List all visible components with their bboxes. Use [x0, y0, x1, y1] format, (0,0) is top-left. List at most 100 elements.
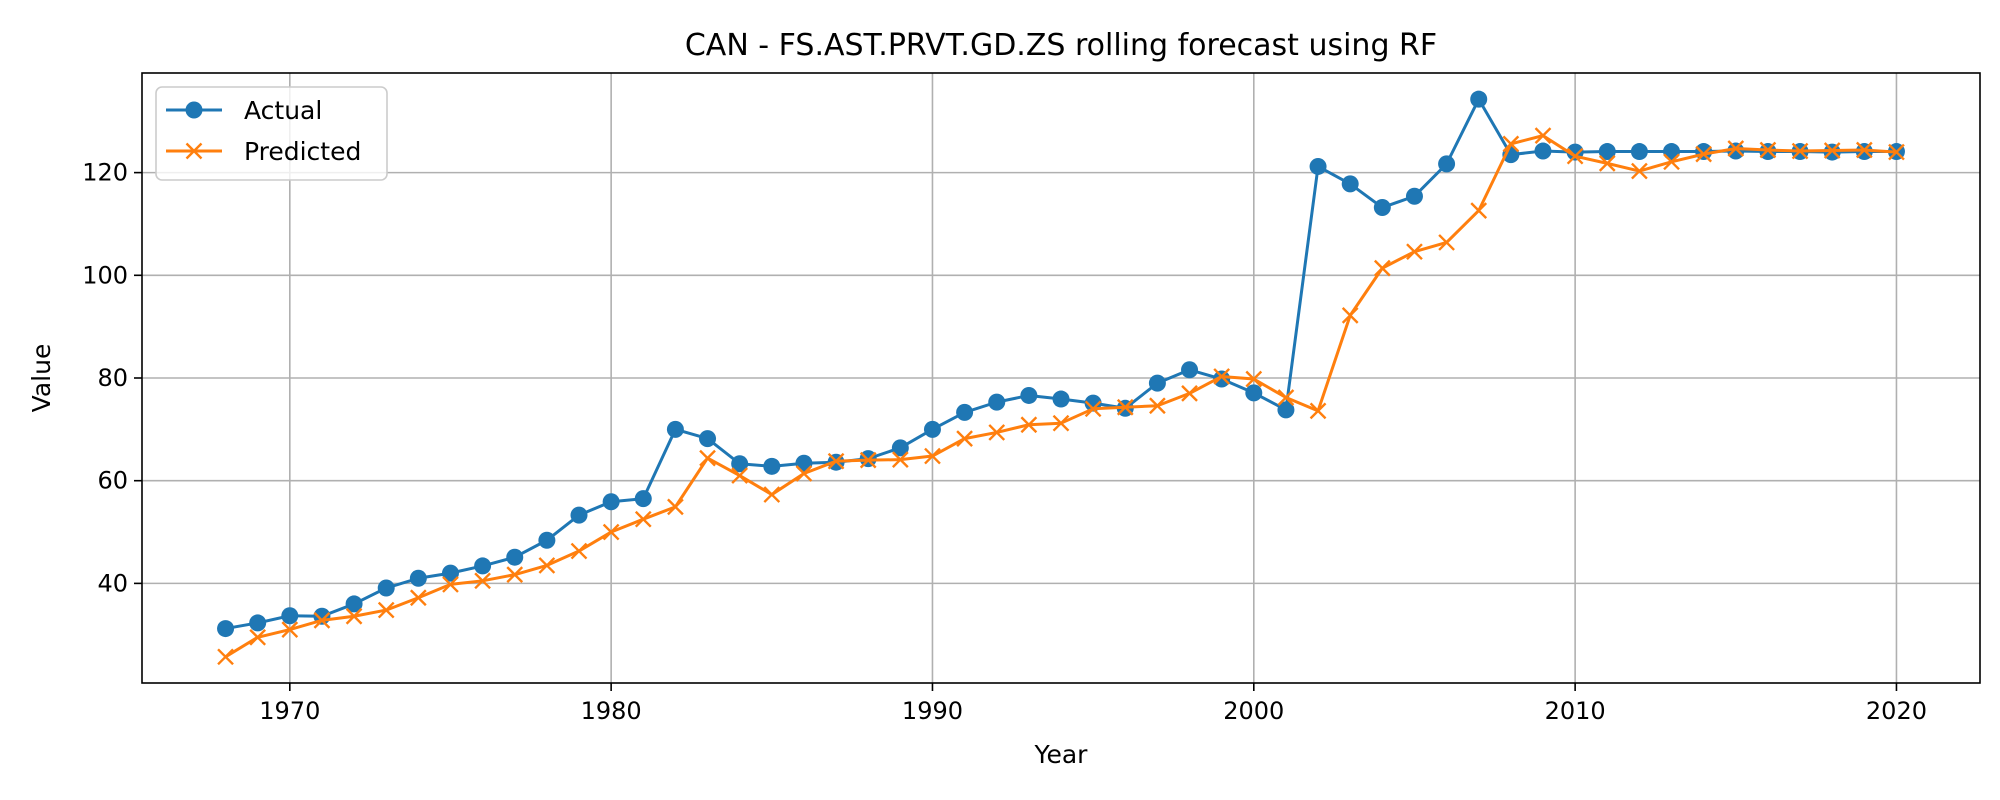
- series-actual-point: [1277, 401, 1295, 419]
- series-actual-point: [409, 569, 427, 587]
- series-predicted-point: [1373, 259, 1391, 277]
- series-actual-point: [1309, 157, 1327, 175]
- series-predicted-point: [345, 607, 363, 625]
- series-actual-point: [1148, 374, 1166, 392]
- y-axis-ticks: 40 60 80 100 120: [82, 159, 142, 597]
- series-actual-point: [666, 420, 684, 438]
- series-actual-point: [474, 557, 492, 575]
- legend-actual-label: Actual: [244, 96, 322, 125]
- series-predicted-point: [1020, 416, 1038, 434]
- series-predicted-point: [442, 576, 459, 593]
- legend: Actual Predicted: [155, 86, 388, 181]
- series-actual-point: [1438, 155, 1456, 173]
- series-actual-point: [1598, 143, 1616, 161]
- series-predicted-point: [1309, 402, 1327, 420]
- series-predicted-point: [217, 648, 234, 666]
- series-predicted-point: [1566, 147, 1584, 165]
- series-predicted-point: [313, 612, 331, 629]
- series-predicted-point: [538, 557, 556, 574]
- series-actual-point: [570, 506, 588, 524]
- legend-predicted-point: [185, 142, 203, 160]
- series-actual-point: [1695, 143, 1713, 161]
- series-actual-point: [763, 457, 781, 475]
- x-tick-label: 1990: [902, 697, 963, 725]
- series-predicted-point: [1052, 414, 1070, 432]
- series-predicted-point: [1888, 143, 1905, 161]
- series-actual-point: [1052, 390, 1070, 408]
- series-predicted-point: [506, 566, 524, 584]
- series-predicted-point: [859, 451, 877, 469]
- series-predicted-point: [1727, 140, 1745, 157]
- series-actual-point: [795, 454, 813, 472]
- series-actual-point: [988, 393, 1006, 411]
- series-predicted-point: [924, 447, 941, 465]
- series-predicted-point: [988, 424, 1006, 441]
- series-actual-point: [956, 403, 974, 421]
- series-predicted-point: [1663, 153, 1680, 171]
- series-predicted: [217, 127, 1905, 666]
- series-actual-point: [377, 579, 395, 597]
- series-actual-point: [1341, 175, 1359, 193]
- y-tick-label: 80: [97, 364, 128, 392]
- series-actual-point: [217, 620, 235, 638]
- y-tick-label: 100: [82, 261, 128, 289]
- legend-predicted-label: Predicted: [244, 137, 361, 166]
- series-actual-point: [1534, 142, 1552, 160]
- series-actual-point: [281, 607, 299, 625]
- series-predicted-point: [1470, 202, 1488, 219]
- series-layer: [217, 90, 1905, 666]
- series-actual-point: [1213, 370, 1231, 388]
- series-actual-point: [1245, 384, 1263, 402]
- series-predicted-point: [891, 451, 909, 468]
- legend-actual-point: [185, 101, 203, 119]
- series-actual-point: [1181, 361, 1199, 379]
- x-tick-label: 2010: [1545, 697, 1606, 725]
- y-tick-label: 120: [82, 159, 128, 187]
- series-actual-point: [538, 531, 556, 549]
- series-predicted-point: [1823, 142, 1841, 159]
- series-predicted-point: [1245, 370, 1263, 388]
- series-predicted-point: [1631, 162, 1648, 180]
- series-actual-point: [602, 493, 620, 511]
- series-actual-point: [634, 490, 652, 508]
- legend-predicted-entry: Predicted: [166, 137, 361, 166]
- series-actual-point: [731, 455, 749, 473]
- y-tick-label: 40: [97, 569, 128, 597]
- series-predicted-point: [249, 628, 267, 646]
- series-actual-point: [891, 439, 909, 457]
- series-predicted-point: [1598, 155, 1616, 172]
- series-actual-point: [249, 614, 267, 632]
- series-predicted-point: [1213, 368, 1231, 385]
- series-actual-point: [506, 548, 524, 566]
- series-predicted-point: [667, 498, 684, 516]
- x-axis-ticks: 1970 1980 1990 2000 2010 2020: [259, 683, 1927, 725]
- series-actual-point: [441, 564, 459, 582]
- series-predicted-point: [1791, 142, 1809, 160]
- series-predicted-point: [634, 510, 652, 528]
- series-actual-point: [1020, 386, 1038, 404]
- series-predicted-point: [1855, 141, 1873, 159]
- series-predicted-point: [699, 449, 716, 467]
- series-actual-point: [1470, 90, 1488, 108]
- series-actual-point: [1727, 142, 1745, 160]
- series-predicted-point: [1759, 141, 1777, 159]
- series-predicted-point: [1116, 398, 1134, 416]
- x-tick-label: 2020: [1866, 697, 1927, 725]
- series-actual-point: [1630, 143, 1648, 161]
- x-axis-label: Year: [1034, 740, 1089, 769]
- series-predicted-point: [795, 465, 813, 482]
- x-tick-label: 1970: [259, 697, 320, 725]
- series-predicted-point: [956, 430, 973, 447]
- series-predicted-point: [731, 467, 749, 484]
- legend-actual-entry: Actual: [166, 96, 322, 125]
- series-predicted-point: [1149, 397, 1166, 415]
- series-actual-point: [1373, 199, 1391, 217]
- y-tick-label: 60: [97, 467, 128, 495]
- series-predicted-point: [1341, 307, 1359, 324]
- series-predicted-point: [1438, 234, 1455, 251]
- series-predicted-point: [377, 601, 395, 619]
- series-predicted-point: [1181, 385, 1198, 402]
- series-predicted-point: [570, 542, 588, 560]
- series-predicted-point: [474, 572, 491, 590]
